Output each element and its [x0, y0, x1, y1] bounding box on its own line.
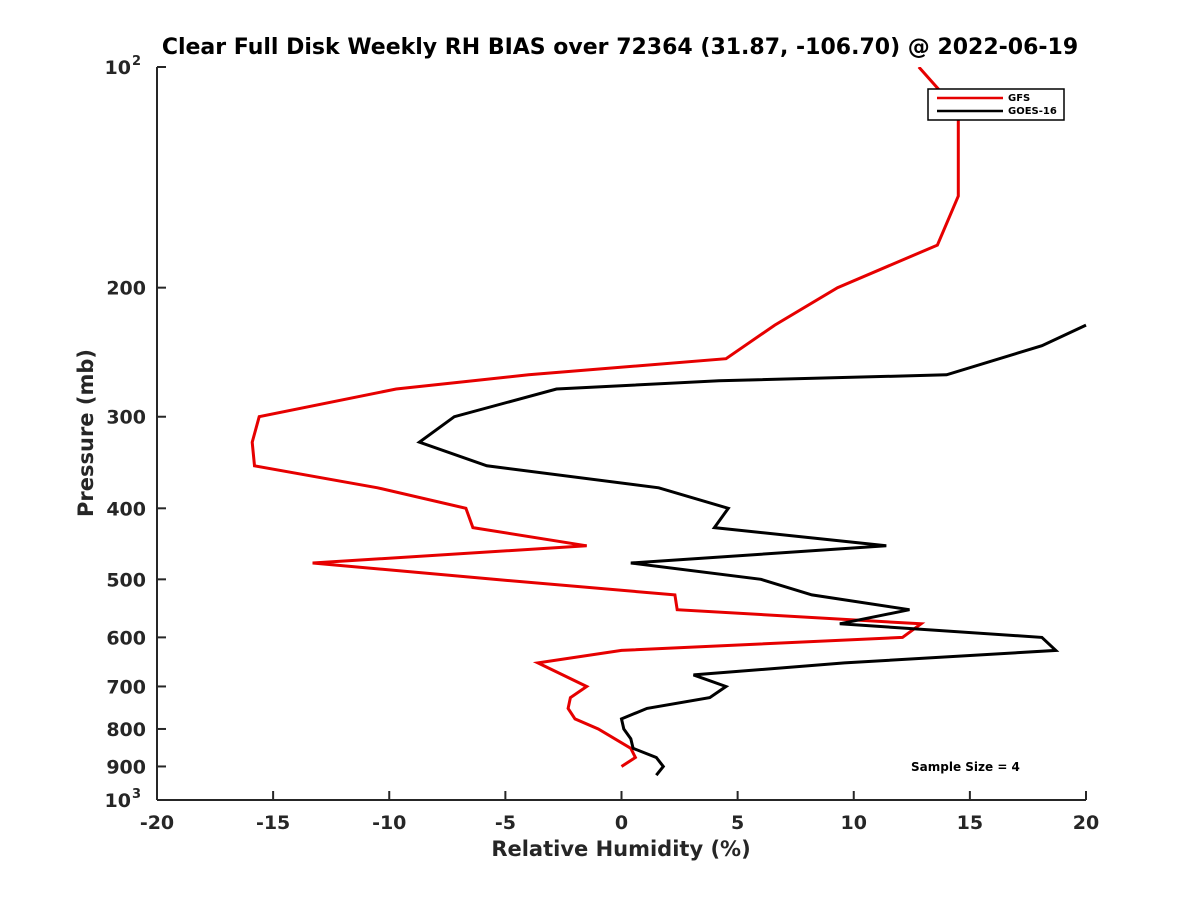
x-axis-label: Relative Humidity (%)	[491, 837, 750, 861]
y-axis-label: Pressure (mb)	[74, 349, 98, 517]
x-tick-label: -5	[495, 812, 516, 834]
series-line-goes-16	[416, 323, 1087, 777]
chart-title: Clear Full Disk Weekly RH BIAS over 7236…	[162, 35, 1078, 60]
y-tick-label: 800	[106, 719, 146, 741]
series-line-gfs	[250, 67, 960, 768]
y-tick-label-base: 10	[105, 790, 131, 812]
plot-area	[250, 67, 1087, 777]
y-tick-label: 200	[106, 278, 146, 300]
legend-label-goes-16: GOES-16	[1008, 106, 1057, 117]
y-tick-label: 900	[106, 756, 146, 778]
x-ticks: -20 -15 -10 -5 0 5 10 15 20	[140, 791, 1099, 834]
x-tick-label: -15	[256, 812, 290, 834]
x-tick-label: 10	[841, 812, 867, 834]
x-tick-label: 0	[615, 812, 628, 834]
legend: GFS GOES-16	[927, 88, 1065, 121]
y-tick-label-exponent: 2	[132, 54, 141, 69]
x-tick-label: 20	[1073, 812, 1099, 834]
y-tick-label: 600	[106, 627, 146, 649]
y-tick-label-exponent: 3	[132, 787, 141, 802]
x-tick-label: -10	[372, 812, 406, 834]
sample-size-annotation: Sample Size = 4	[911, 760, 1020, 774]
y-tick-label: 300	[106, 407, 146, 429]
y-tick-label: 400	[106, 498, 146, 520]
legend-label-gfs: GFS	[1008, 93, 1030, 104]
legend-box	[927, 88, 1065, 121]
y-tick-label-base: 10	[105, 57, 131, 79]
y-tick-label: 500	[106, 569, 146, 591]
x-tick-label: 15	[957, 812, 983, 834]
x-tick-label: -20	[140, 812, 174, 834]
y-tick-label: 700	[106, 676, 146, 698]
x-tick-label: 5	[731, 812, 744, 834]
series-layer	[250, 67, 1087, 777]
